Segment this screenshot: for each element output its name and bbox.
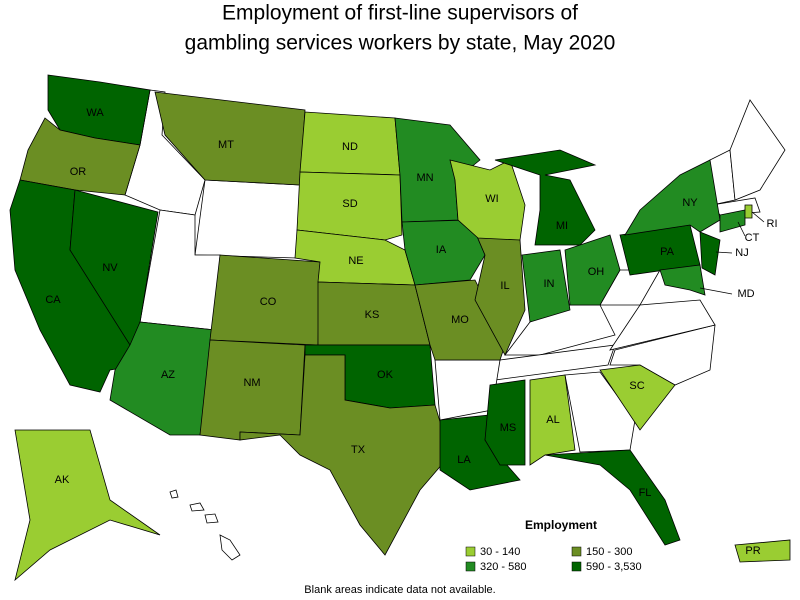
state bbox=[599, 364, 676, 431]
state-label: KS bbox=[365, 309, 380, 321]
state-label: PR bbox=[745, 545, 760, 557]
state-label: NV bbox=[102, 262, 118, 274]
legend-label: 590 - 3,530 bbox=[586, 561, 642, 573]
state bbox=[734, 539, 791, 563]
state-label: FL bbox=[639, 487, 652, 499]
note: Blank areas indicate data not available. bbox=[304, 584, 495, 596]
state-label: CO bbox=[260, 296, 277, 308]
legend-label: 320 - 580 bbox=[480, 561, 526, 573]
state bbox=[154, 91, 306, 186]
leader-line bbox=[699, 287, 733, 295]
states: WA OR CA NV MT AZ CO NM ND SD NE KS OK TX MN IA MO IL WI MI… bbox=[9, 74, 791, 582]
state bbox=[624, 159, 721, 236]
state-label: MI bbox=[556, 220, 568, 232]
state bbox=[239, 354, 451, 556]
state-label: NE bbox=[348, 255, 363, 267]
state-label: SD bbox=[342, 198, 357, 210]
legend-swatch bbox=[571, 561, 582, 572]
legend-label: 30 - 140 bbox=[480, 546, 520, 558]
legend-title: Employment bbox=[525, 518, 597, 532]
state-label: NY bbox=[682, 197, 698, 209]
legend-swatch bbox=[571, 546, 582, 557]
state bbox=[699, 231, 721, 276]
state bbox=[544, 449, 681, 546]
state-label: OH bbox=[588, 266, 605, 278]
state-label: SC bbox=[629, 380, 644, 392]
state bbox=[744, 204, 753, 219]
state bbox=[719, 209, 746, 233]
state-label: WA bbox=[86, 107, 104, 119]
state-label: OR bbox=[70, 166, 87, 178]
state-label: MT bbox=[218, 139, 234, 151]
state-label: OK bbox=[377, 369, 394, 381]
state-label: TX bbox=[351, 444, 366, 456]
state bbox=[521, 249, 571, 323]
state-label: CA bbox=[45, 294, 61, 306]
state-label: WI bbox=[485, 193, 498, 205]
state-label: NM bbox=[243, 377, 260, 389]
state-label: IN bbox=[544, 278, 555, 290]
state-label: PA bbox=[660, 246, 675, 258]
state bbox=[494, 149, 597, 246]
state-label: NJ bbox=[735, 247, 748, 259]
state bbox=[659, 264, 706, 296]
leader-line bbox=[715, 251, 733, 254]
state-label: ND bbox=[342, 141, 358, 153]
state-label: AL bbox=[546, 414, 559, 426]
state bbox=[484, 379, 526, 466]
state-label: RI bbox=[767, 218, 778, 230]
state bbox=[529, 374, 576, 466]
leader-line bbox=[737, 221, 746, 237]
legend-label: 150 - 300 bbox=[586, 546, 632, 558]
state-label: IL bbox=[500, 280, 509, 292]
legend-swatch bbox=[465, 546, 476, 557]
state-label: LA bbox=[457, 454, 471, 466]
legend-swatch bbox=[465, 561, 476, 572]
state-label: AK bbox=[55, 474, 70, 486]
legend: 30 - 140 150 - 300 320 - 580 590 - 3,530 bbox=[465, 546, 642, 573]
state bbox=[199, 339, 306, 441]
leader-line bbox=[751, 211, 765, 223]
state bbox=[564, 234, 621, 306]
state-label: CT bbox=[745, 232, 760, 244]
state-label: MO bbox=[451, 314, 469, 326]
state bbox=[296, 171, 403, 241]
state bbox=[14, 429, 161, 582]
state-label: MD bbox=[737, 288, 754, 300]
state-label: AZ bbox=[161, 369, 175, 381]
state-label: MS bbox=[500, 422, 517, 434]
title-line: gambling services workers by state, May … bbox=[185, 32, 616, 55]
state-label: IA bbox=[436, 244, 447, 256]
state-label: MN bbox=[416, 172, 433, 184]
state bbox=[19, 117, 141, 196]
state bbox=[449, 159, 526, 241]
title-line: Employment of first-line supervisors of bbox=[222, 2, 578, 25]
